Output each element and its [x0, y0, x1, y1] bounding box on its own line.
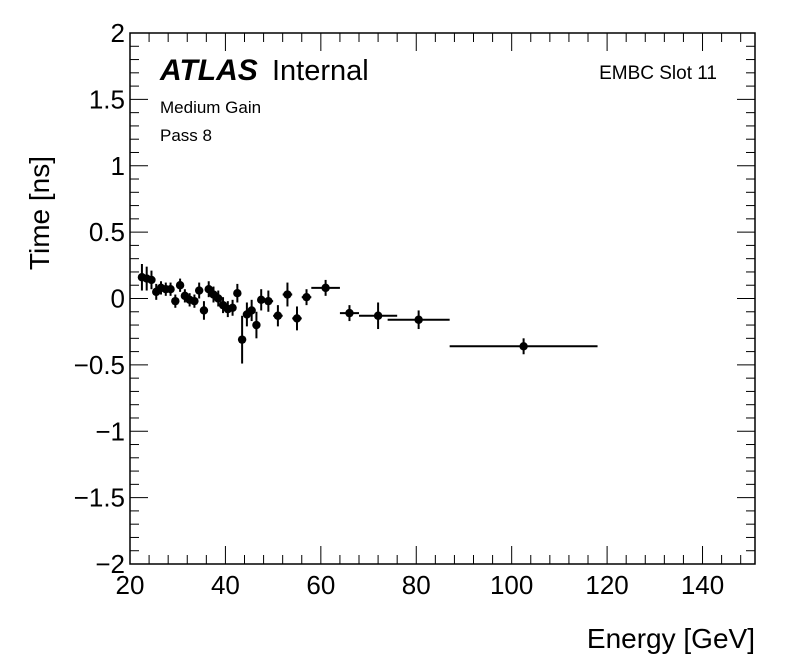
data-point	[233, 283, 242, 303]
y-axis-title: Time [ns]	[24, 156, 55, 270]
point-marker	[166, 285, 175, 294]
data-point	[257, 289, 266, 311]
y-tick-label: −0.5	[74, 350, 125, 380]
data-point	[228, 299, 237, 316]
point-marker	[171, 296, 180, 306]
point-marker	[345, 308, 354, 318]
slot-label: EMBC Slot 11	[599, 63, 717, 84]
point-marker	[190, 296, 199, 306]
point-marker	[228, 303, 237, 312]
y-tick-label: 0	[111, 284, 125, 314]
data-point	[199, 301, 209, 320]
point-marker	[373, 311, 383, 320]
point-marker	[175, 281, 185, 290]
axis-ticks	[129, 32, 755, 565]
data-point	[311, 279, 340, 296]
point-marker	[414, 315, 423, 324]
internal-label: Internal	[272, 55, 369, 87]
data-point	[359, 302, 398, 330]
x-tick-label: 40	[211, 570, 240, 600]
y-tick-label: 1	[111, 151, 125, 181]
data-points	[137, 263, 598, 364]
point-marker	[519, 342, 528, 351]
gain-label: Medium Gain	[160, 98, 261, 117]
data-point	[242, 302, 252, 327]
data-point	[190, 294, 199, 308]
x-tick-labels: 20 40 60 80 100 120 140	[116, 570, 725, 600]
point-marker	[214, 294, 223, 303]
pass-label: Pass 8	[160, 126, 212, 145]
point-marker	[321, 283, 330, 293]
x-tick-label: 60	[306, 570, 335, 600]
point-marker	[283, 290, 292, 299]
point-marker	[237, 335, 247, 344]
x-axis-title: Energy [GeV]	[587, 623, 755, 654]
data-point	[247, 299, 256, 322]
data-point	[282, 282, 293, 307]
point-marker	[252, 320, 261, 330]
y-tick-label: 1.5	[89, 84, 125, 114]
point-marker	[292, 314, 302, 323]
point-marker	[233, 288, 242, 298]
point-marker	[264, 296, 273, 306]
atlas-label: ATLAS	[159, 54, 258, 87]
data-point	[171, 294, 180, 308]
data-point	[252, 311, 261, 339]
data-point	[237, 315, 247, 364]
data-point	[175, 278, 185, 292]
x-tick-label: 80	[402, 570, 431, 600]
y-tick-labels: 2 1.5 1 0.5 0 −0.5 −1 −1.5 −2	[74, 18, 125, 579]
y-tick-label: −1.5	[74, 483, 125, 513]
data-point	[273, 305, 283, 327]
x-tick-label: 120	[585, 570, 628, 600]
data-point	[292, 306, 302, 331]
y-tick-label: −1	[95, 416, 125, 446]
point-marker	[273, 311, 283, 320]
point-marker	[302, 292, 311, 302]
data-point	[301, 289, 312, 306]
y-tick-label: 0.5	[89, 217, 125, 247]
data-point	[214, 290, 223, 307]
data-point	[166, 282, 175, 296]
data-point	[387, 310, 450, 330]
data-point	[449, 338, 598, 355]
x-tick-label: 100	[490, 570, 533, 600]
data-point	[339, 305, 360, 322]
y-tick-label: −2	[95, 549, 125, 579]
point-marker	[257, 295, 266, 305]
point-marker	[199, 306, 209, 315]
x-tick-label: 140	[681, 570, 724, 600]
x-tick-label: 20	[116, 570, 145, 600]
data-point	[147, 270, 156, 290]
point-marker	[247, 306, 256, 315]
y-tick-label: 2	[111, 18, 125, 48]
data-point	[194, 282, 204, 299]
point-marker	[194, 286, 204, 295]
point-marker	[147, 275, 156, 285]
data-point	[263, 290, 274, 312]
